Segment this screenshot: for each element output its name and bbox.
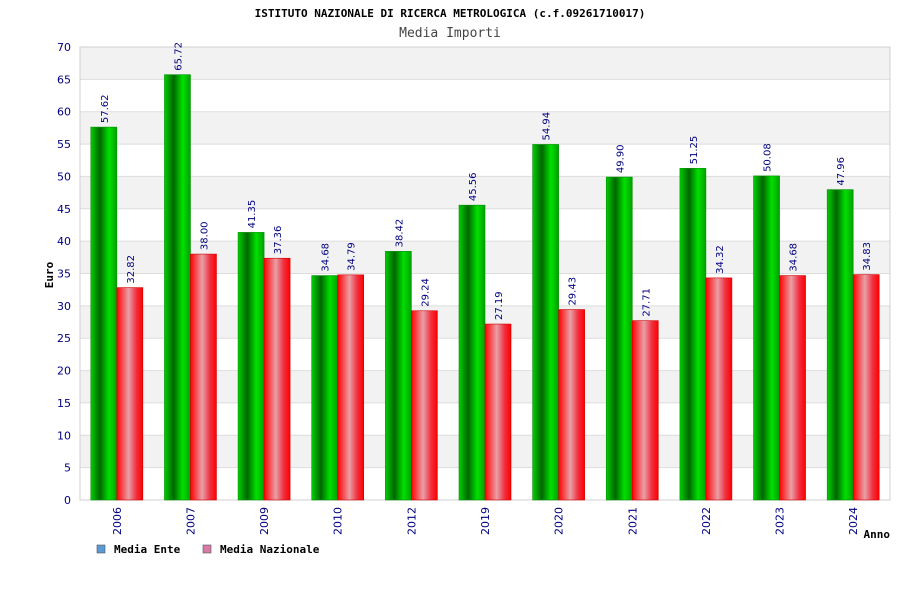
y-tick-label: 5	[64, 462, 71, 475]
legend-label-series-1: Media Ente	[114, 543, 181, 556]
plot-band	[80, 111, 890, 145]
bar-media-ente	[826, 189, 854, 501]
y-tick-label: 10	[57, 429, 71, 442]
y-tick-label: 45	[57, 203, 71, 216]
chart-subtitle: Media Importi	[399, 26, 501, 41]
bar-value-label: 37.36	[273, 226, 284, 255]
x-axis-ticks: 2006 2007 2009 2010 2012 2019 2020 2021 2022 2023…	[111, 507, 860, 535]
bar-value-label: 49.90	[615, 144, 626, 173]
bar-media-nazionale	[558, 309, 585, 501]
bar-media-nazionale	[705, 277, 733, 501]
bar-value-label: 34.68	[321, 243, 332, 272]
bar-value-label: 45.56	[468, 173, 479, 202]
chart-title: ISTITUTO NAZIONALE DI RICERCA METROLOGIC…	[255, 7, 646, 20]
plot-band	[80, 79, 890, 112]
bar-value-label: 34.32	[715, 245, 726, 274]
x-tick-label: 2023	[774, 507, 787, 535]
y-tick-label: 50	[57, 170, 71, 183]
x-tick-label: 2019	[479, 507, 492, 535]
legend: Media Ente Media Nazionale	[96, 543, 320, 556]
bar-value-label: 29.43	[568, 277, 579, 306]
bar-value-label: 50.08	[763, 143, 774, 172]
x-tick-label: 2006	[111, 507, 124, 535]
y-axis-ticks: 0 5 10 15 20 25 30 35 40 45 50 55 60 65 70	[57, 41, 71, 507]
x-tick-label: 2009	[258, 507, 271, 535]
y-tick-label: 15	[57, 397, 71, 410]
bar-value-label: 51.25	[689, 136, 700, 165]
bar-media-nazionale	[263, 257, 291, 501]
bar-media-ente	[532, 144, 559, 501]
bar-media-ente	[679, 168, 707, 501]
x-tick-label: 2024	[847, 507, 860, 535]
y-tick-label: 35	[57, 268, 71, 281]
x-tick-label: 2021	[626, 507, 639, 535]
data-labels: 57.62 32.82 65.72 38.00 41.35 37.36 34.68 34.79…	[100, 42, 873, 320]
bar-value-label: 38.42	[394, 219, 405, 248]
bar-media-ente	[458, 204, 486, 501]
bar-media-ente	[164, 74, 191, 501]
plot-band	[80, 47, 890, 80]
x-axis-label: Anno	[864, 528, 891, 541]
x-tick-label: 2022	[700, 507, 713, 535]
plot-band	[80, 144, 890, 177]
bar-value-label: 38.00	[199, 221, 210, 250]
y-tick-label: 25	[57, 332, 71, 345]
y-tick-label: 20	[57, 365, 71, 378]
bar-media-ente	[237, 232, 265, 501]
bar-media-ente	[605, 176, 633, 501]
y-tick-label: 60	[57, 106, 71, 119]
y-tick-label: 30	[57, 300, 71, 313]
bar-value-label: 34.79	[347, 242, 358, 271]
bar-value-label: 27.19	[494, 291, 505, 320]
x-tick-label: 2012	[405, 507, 418, 535]
bar-value-label: 34.83	[862, 242, 873, 271]
y-axis-label: Euro	[43, 261, 56, 288]
y-tick-label: 70	[57, 41, 71, 54]
y-tick-label: 0	[64, 494, 71, 507]
bar-media-ente	[753, 175, 780, 501]
bar-media-nazionale	[631, 320, 659, 501]
x-tick-label: 2020	[553, 507, 566, 535]
y-tick-label: 65	[57, 73, 71, 86]
y-tick-label: 40	[57, 235, 71, 248]
bar-media-nazionale	[190, 253, 217, 501]
bar-media-ente	[311, 275, 339, 501]
bar-media-nazionale	[779, 275, 806, 501]
bars	[90, 74, 880, 501]
bar-media-ente	[90, 126, 118, 501]
bar-value-label: 34.68	[789, 243, 800, 272]
x-tick-label: 2007	[184, 507, 197, 535]
bar-value-label: 29.24	[420, 278, 431, 307]
bar-media-nazionale	[337, 274, 365, 501]
legend-label-series-2: Media Nazionale	[220, 543, 320, 556]
legend-swatch-series-1	[96, 544, 106, 554]
bar-value-label: 27.71	[641, 288, 652, 317]
x-tick-label: 2010	[332, 507, 345, 535]
bar-value-label: 41.35	[247, 200, 258, 229]
legend-swatch-series-2	[202, 544, 212, 554]
bar-media-nazionale	[411, 310, 438, 501]
bar-media-nazionale	[116, 287, 144, 501]
bar-value-label: 57.62	[100, 94, 111, 123]
bar-value-label: 47.96	[836, 157, 847, 186]
bar-value-label: 65.72	[173, 42, 184, 71]
bar-media-nazionale	[852, 274, 880, 501]
bar-value-label: 32.82	[126, 255, 137, 284]
bar-media-nazionale	[484, 323, 512, 501]
y-tick-label: 55	[57, 138, 71, 151]
bar-value-label: 54.94	[542, 112, 553, 141]
bar-media-ente	[385, 251, 412, 501]
